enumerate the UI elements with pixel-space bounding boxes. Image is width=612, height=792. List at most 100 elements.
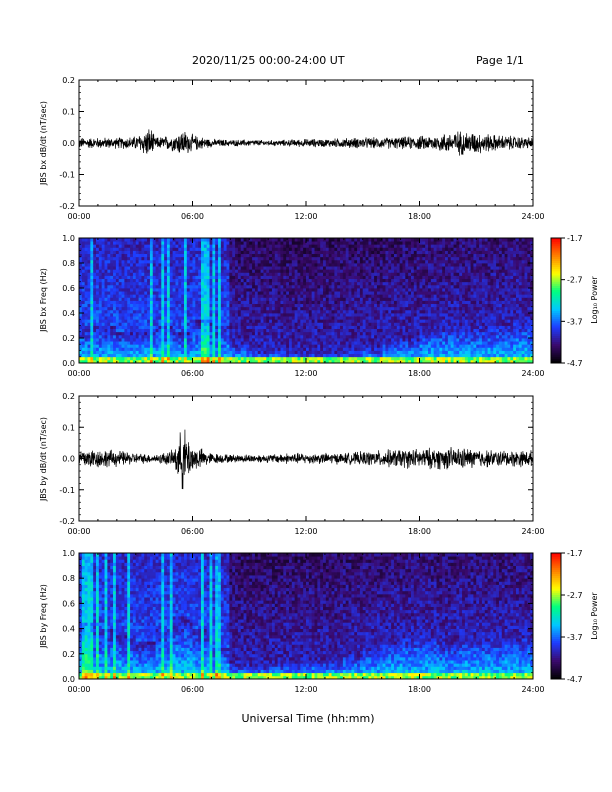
heatmap-cell	[138, 341, 142, 345]
heatmap-cell	[354, 259, 358, 264]
heatmap-cell	[419, 350, 423, 355]
heatmap-cell	[87, 300, 91, 305]
heatmap-cell	[337, 341, 341, 345]
heatmap-cell	[294, 269, 298, 273]
series-line	[78, 129, 534, 156]
heatmap-cell	[113, 328, 117, 333]
heatmap-cell	[183, 238, 188, 242]
heatmap-cell	[203, 250, 208, 255]
heatmap-cell	[81, 272, 86, 276]
heatmap-cell	[396, 284, 401, 289]
heatmap-cell	[274, 244, 279, 248]
heatmap-cell	[118, 328, 122, 333]
heatmap-cell	[342, 284, 347, 289]
heatmap-cell	[87, 338, 91, 342]
heatmap-cell	[249, 294, 253, 298]
heatmap-cell	[93, 325, 97, 330]
heatmap-cell	[314, 334, 318, 339]
heatmap-cell	[130, 288, 134, 292]
heatmap-cell	[206, 294, 210, 298]
heatmap-cell	[354, 275, 358, 280]
heatmap-cell	[354, 263, 358, 267]
heatmap-cell	[135, 263, 139, 267]
heatmap-cell	[359, 353, 364, 358]
heatmap-cell	[252, 353, 256, 358]
heatmap-cell	[402, 328, 406, 333]
heatmap-cell	[107, 316, 111, 320]
heatmap-cell	[237, 244, 242, 248]
heatmap-cell	[79, 334, 83, 339]
heatmap-cell	[161, 253, 165, 258]
heatmap-cell	[226, 309, 230, 314]
heatmap-cell	[371, 263, 375, 267]
heatmap-cell	[388, 328, 392, 333]
heatmap-cell	[246, 244, 250, 248]
heatmap-cell	[371, 238, 375, 242]
heatmap-cell	[399, 253, 403, 258]
x-tick-label: 12:00	[294, 212, 317, 221]
heatmap-cell	[365, 334, 369, 339]
heatmap-cell	[101, 313, 105, 317]
heatmap-cell	[354, 359, 358, 364]
heatmap-cell	[201, 244, 205, 248]
heatmap-cell	[368, 266, 372, 270]
heatmap-cell	[149, 338, 154, 342]
heatmap-cell	[359, 309, 364, 314]
heatmap-cell	[303, 288, 307, 292]
heatmap-cell	[104, 334, 108, 339]
heatmap-cell	[101, 253, 105, 258]
heatmap-cell	[181, 284, 185, 289]
heatmap-cell	[374, 238, 378, 242]
heatmap-cell	[144, 309, 148, 314]
heatmap-cell	[144, 338, 148, 342]
heatmap-cell	[348, 306, 352, 311]
heatmap-cell	[209, 309, 213, 314]
heatmap-cell	[379, 291, 384, 295]
heatmap-cell	[257, 359, 261, 364]
heatmap-cell	[382, 300, 386, 305]
heatmap-cell	[280, 269, 284, 273]
heatmap-cell	[220, 338, 225, 342]
heatmap-cell	[87, 288, 91, 292]
heatmap-cell	[192, 347, 196, 351]
heatmap-cell	[357, 297, 361, 301]
heatmap-cell	[130, 309, 134, 314]
heatmap-cell	[115, 278, 120, 283]
heatmap-cell	[348, 316, 352, 320]
heatmap-cell	[391, 341, 395, 345]
heatmap-cell	[192, 263, 196, 267]
heatmap-cell	[206, 241, 210, 245]
heatmap-cell	[288, 244, 293, 248]
heatmap-cell	[209, 353, 213, 358]
heatmap-cell	[252, 313, 256, 317]
heatmap-cell	[243, 316, 247, 320]
heatmap-cell	[328, 347, 332, 351]
heatmap-cell	[237, 291, 242, 295]
heatmap-cell	[396, 256, 401, 261]
heatmap-cell	[306, 350, 310, 355]
heatmap-cell	[144, 303, 148, 308]
heatmap-cell	[178, 309, 182, 314]
heatmap-cell	[345, 256, 349, 261]
heatmap-cell	[297, 303, 301, 308]
heatmap-cell	[263, 244, 267, 248]
heatmap-cell	[198, 284, 202, 289]
heatmap-cell	[172, 272, 176, 276]
heatmap-cell	[212, 291, 216, 295]
heatmap-cell	[175, 253, 179, 258]
heatmap-cell	[300, 319, 304, 323]
heatmap-cell	[87, 241, 91, 245]
heatmap-cell	[220, 284, 225, 289]
heatmap-cell	[416, 291, 420, 295]
heatmap-cell	[166, 269, 171, 273]
heatmap-cell	[141, 238, 145, 242]
heatmap-cell	[201, 331, 205, 336]
heatmap-cell	[220, 353, 225, 358]
heatmap-cell	[263, 259, 267, 264]
heatmap-cell	[237, 319, 242, 323]
heatmap-cell	[288, 322, 293, 326]
heatmap-cell	[271, 313, 276, 317]
heatmap-cell	[107, 294, 111, 298]
heatmap-cell	[130, 300, 134, 305]
heatmap-cell	[323, 256, 327, 261]
